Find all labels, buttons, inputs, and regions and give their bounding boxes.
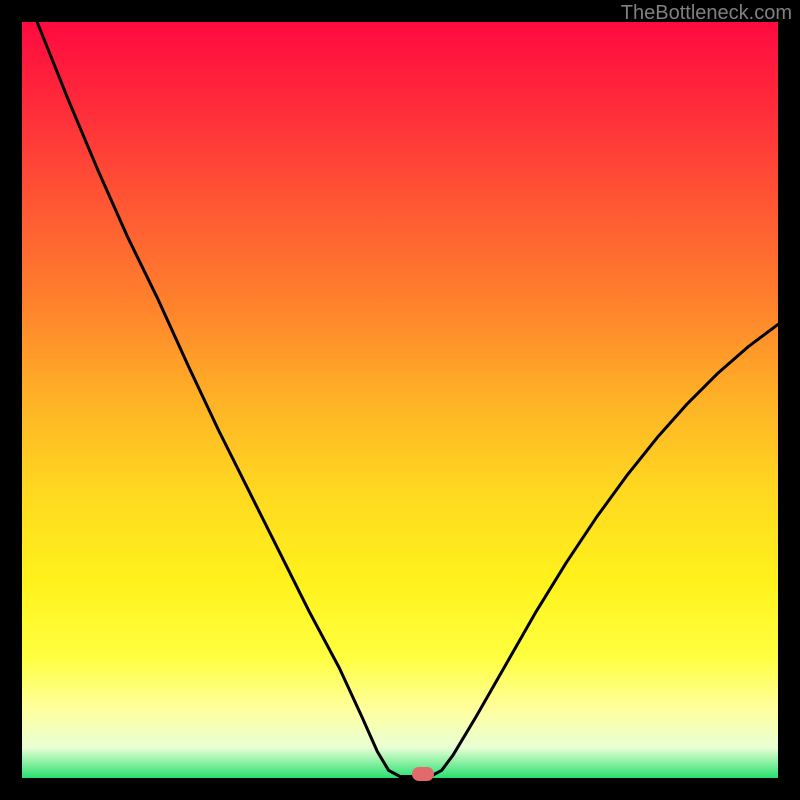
plot-area <box>22 22 778 778</box>
optimal-point-marker <box>412 767 434 781</box>
chart-container: TheBottleneck.com <box>0 0 800 800</box>
bottleneck-curve <box>22 22 778 778</box>
watermark-text: TheBottleneck.com <box>621 2 792 25</box>
